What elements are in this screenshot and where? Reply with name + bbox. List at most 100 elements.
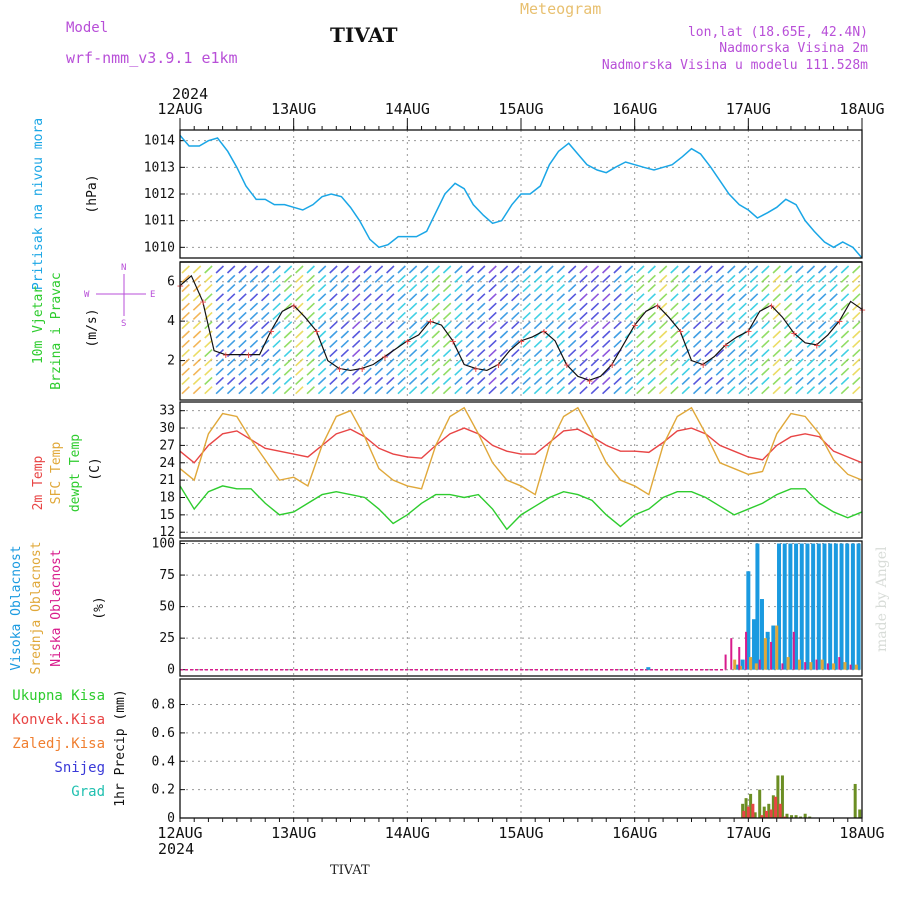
wind-barb xyxy=(329,358,338,367)
wind-barb xyxy=(192,348,202,358)
wind-barb xyxy=(386,302,395,311)
wind-barb xyxy=(204,358,213,367)
wind-barb xyxy=(727,330,736,339)
wind-barb xyxy=(261,367,270,376)
pressure-unit: (hPa) xyxy=(85,174,100,213)
wind-barb xyxy=(704,302,713,311)
wind-speed-marker: + xyxy=(700,359,707,372)
wind-barb xyxy=(533,376,543,386)
wind-barb xyxy=(715,386,725,395)
wind-barb xyxy=(511,293,520,302)
high-cloud-bar xyxy=(794,543,799,670)
wind-barb xyxy=(340,265,350,274)
y-tick-label: 12 xyxy=(159,525,175,540)
compass-west: W xyxy=(84,290,90,300)
wind-barb xyxy=(272,376,281,386)
wind-barb xyxy=(374,283,384,293)
wind-barb xyxy=(727,386,736,395)
wind-barb xyxy=(215,339,225,348)
wind-barb xyxy=(454,283,463,293)
wind-barb xyxy=(636,376,645,386)
wind-barb xyxy=(772,265,781,274)
wind-barb xyxy=(386,339,395,348)
wind-barb xyxy=(783,358,793,367)
wind-barb xyxy=(556,330,566,339)
wind-barb xyxy=(624,348,634,358)
wind-barb xyxy=(829,321,838,330)
total-precip-bar xyxy=(744,798,748,818)
y-tick-label: 0 xyxy=(167,811,175,826)
wind-barb xyxy=(795,348,804,358)
wind-barb xyxy=(795,339,804,348)
wind-barb xyxy=(420,293,429,302)
wind-barb xyxy=(761,330,770,339)
panel-precip: 0 0.2 0.4 0.6 0.8 xyxy=(152,678,863,826)
wind-barb xyxy=(431,265,440,274)
wind-barb xyxy=(420,339,429,348)
wind-barb xyxy=(783,302,793,311)
wind-barb xyxy=(567,376,577,386)
wind-barb xyxy=(306,302,315,311)
wind-barb xyxy=(533,386,543,395)
wind-barb xyxy=(431,339,440,348)
wind-barb xyxy=(817,293,827,302)
wind-barb xyxy=(192,339,202,348)
wind-barb xyxy=(306,311,315,321)
product-title: Meteogram xyxy=(520,0,602,18)
total-precip-bar xyxy=(853,783,857,818)
wind-barb xyxy=(613,330,622,339)
wind-barb xyxy=(817,321,827,330)
wind-barb xyxy=(852,321,861,330)
wind-barb xyxy=(340,321,350,330)
wind-barb xyxy=(204,339,213,348)
wind-barb xyxy=(533,302,543,311)
low-cloud-bar xyxy=(815,659,818,670)
wind-barb xyxy=(238,358,247,367)
wind-barb xyxy=(499,265,509,274)
wind-barb xyxy=(442,358,452,367)
wind-barb xyxy=(283,348,293,358)
wind-barb xyxy=(249,321,259,330)
wind-barb xyxy=(476,330,486,339)
wind-barb xyxy=(522,339,531,348)
wind-barb xyxy=(579,274,588,283)
wind-barb xyxy=(670,265,679,274)
wind-barb xyxy=(499,302,509,311)
wind-barb xyxy=(363,367,372,376)
wind-barb xyxy=(454,339,463,348)
wind-barb xyxy=(749,302,759,311)
wind-barb xyxy=(511,302,520,311)
wind-barb xyxy=(636,330,645,339)
top-date-label: 16AUG xyxy=(612,100,657,118)
wind-barb xyxy=(454,330,463,339)
wind-barb xyxy=(590,283,600,293)
wind-barb xyxy=(420,348,429,358)
wind-barb xyxy=(351,265,361,274)
wind-barb xyxy=(602,283,611,293)
wind-barb xyxy=(272,321,281,330)
wind-barb xyxy=(397,293,406,302)
temp-axis-title-sfc: SFC Temp xyxy=(49,442,64,505)
low-cloud-bar xyxy=(792,631,795,670)
high-cloud-bar xyxy=(833,543,838,670)
wind-barb xyxy=(454,311,463,321)
wind-barb xyxy=(420,321,429,330)
wind-barb xyxy=(681,265,691,274)
wind-barb xyxy=(283,274,293,283)
wind-barb xyxy=(442,339,452,348)
high-cloud-bar xyxy=(850,543,855,670)
wind-barb xyxy=(783,376,793,386)
pressure-axis-title: Pritisak na nivou mora xyxy=(31,118,46,290)
wind-barb xyxy=(306,367,315,376)
wind-barb xyxy=(420,302,429,311)
wind-barb xyxy=(397,386,406,395)
wind-barb xyxy=(658,265,668,274)
wind-barb xyxy=(704,376,713,386)
wind-barb xyxy=(817,348,827,358)
wind-barb xyxy=(829,283,838,293)
wind-barb xyxy=(545,348,554,358)
wind-barb xyxy=(329,274,338,283)
wind-barb xyxy=(761,358,770,367)
high-cloud-bar xyxy=(759,599,764,670)
temp-unit: (C) xyxy=(88,457,103,480)
